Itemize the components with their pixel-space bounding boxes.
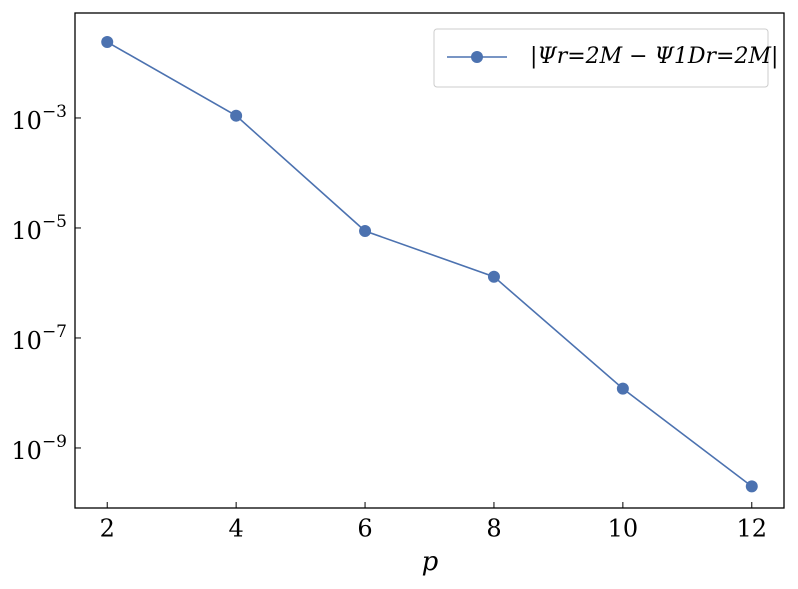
data-point xyxy=(230,109,243,122)
y-tick-label: 10−5 xyxy=(11,211,67,244)
x-tick-label: 4 xyxy=(228,515,243,543)
x-tick-label: 2 xyxy=(100,515,115,543)
y-tick-label: 10−7 xyxy=(11,321,67,354)
legend-label: |Ψr=2M − Ψ1Dr=2M| xyxy=(530,44,778,69)
data-point xyxy=(101,36,114,49)
x-tick-label: 6 xyxy=(357,515,372,543)
x-tick-label: 10 xyxy=(608,515,639,543)
series-line xyxy=(106,41,753,488)
legend-box xyxy=(433,28,769,88)
x-tick-label: 12 xyxy=(736,515,767,543)
y-tick-label: 10−9 xyxy=(11,431,67,464)
data-point xyxy=(487,270,500,283)
legend-marker xyxy=(471,51,483,63)
plot-frame xyxy=(74,12,785,509)
data-point xyxy=(745,480,758,493)
x-axis-label: p xyxy=(422,547,439,577)
y-tick-label: 10−3 xyxy=(11,101,67,134)
data-point xyxy=(616,382,629,395)
data-point xyxy=(359,225,372,238)
x-tick-label: 8 xyxy=(486,515,501,543)
